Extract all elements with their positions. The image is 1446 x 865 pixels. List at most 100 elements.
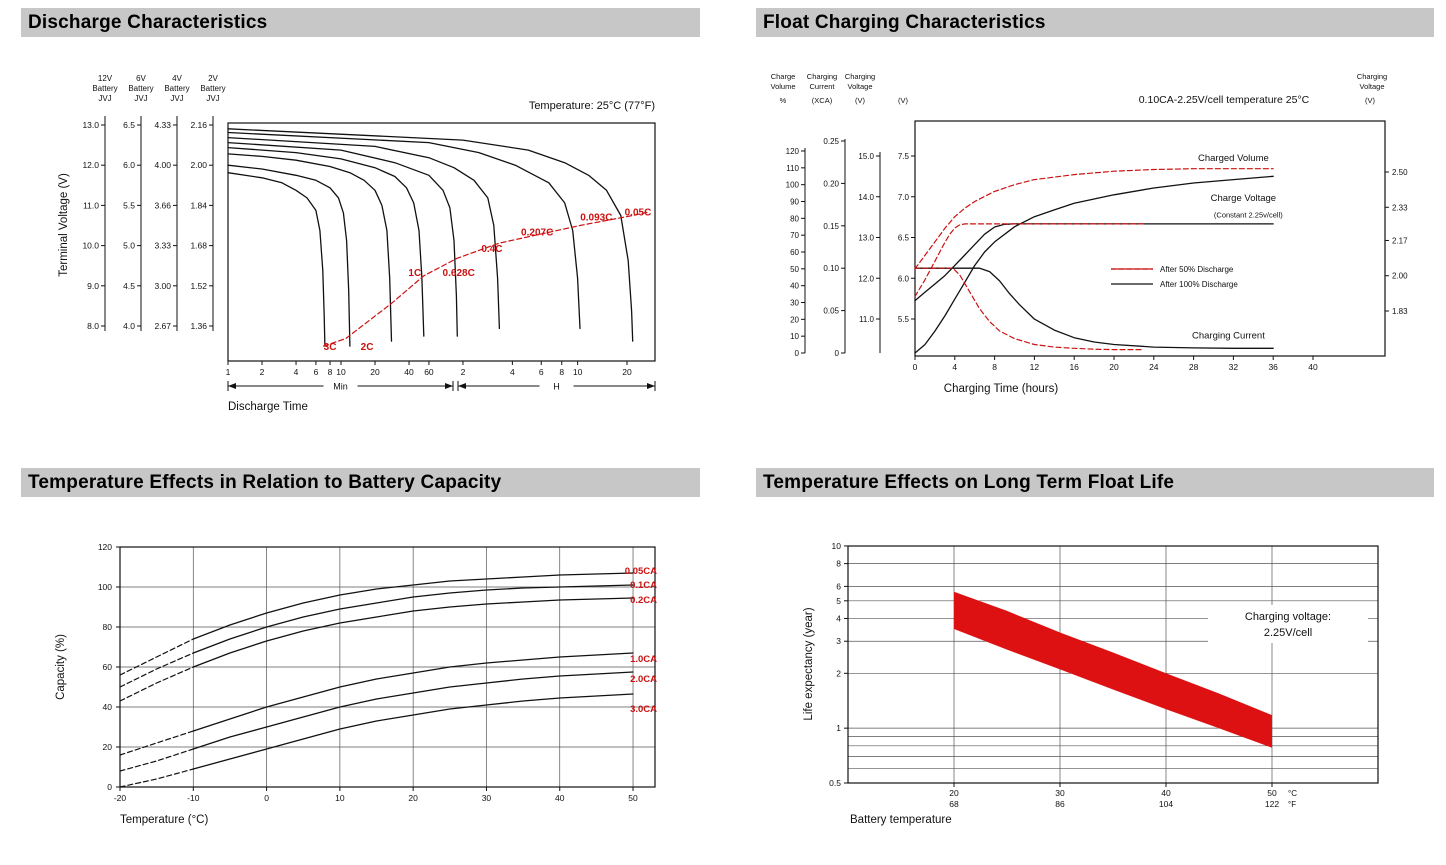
svg-text:Battery: Battery — [164, 84, 189, 93]
svg-text:4: 4 — [952, 362, 957, 372]
svg-text:4V: 4V — [172, 74, 182, 83]
svg-text:After 50% Discharge: After 50% Discharge — [1160, 265, 1234, 274]
svg-text:4: 4 — [836, 613, 841, 623]
svg-text:-20: -20 — [114, 793, 127, 803]
svg-text:80: 80 — [790, 214, 799, 223]
svg-text:Capacity (%): Capacity (%) — [55, 634, 67, 700]
svg-text:JVJ: JVJ — [206, 94, 219, 103]
svg-text:8.0: 8.0 — [87, 321, 99, 331]
svg-text:10: 10 — [336, 367, 346, 377]
svg-text:0.207C: 0.207C — [521, 228, 553, 239]
svg-text:60: 60 — [424, 367, 434, 377]
svg-text:10: 10 — [335, 793, 345, 803]
svg-text:40: 40 — [555, 793, 565, 803]
svg-text:Charging Current: Charging Current — [1192, 331, 1265, 342]
svg-text:50: 50 — [790, 265, 799, 274]
svg-text:5: 5 — [836, 596, 841, 606]
svg-text:(V): (V) — [1365, 96, 1376, 105]
temp-capacity-chart: -20 -10 0 10 20 30 40 50 0 20 40 60 80 100 120 Capacity… — [55, 542, 657, 826]
header-float-life: Temperature Effects on Long Term Float L… — [756, 468, 1434, 497]
svg-text:1.36: 1.36 — [190, 321, 207, 331]
svg-text:Battery: Battery — [92, 84, 117, 93]
svg-text:6.5: 6.5 — [123, 120, 135, 130]
svg-text:Charge Voltage: Charge Voltage — [1211, 193, 1277, 204]
section-title-float-life: Temperature Effects on Long Term Float L… — [763, 471, 1175, 493]
svg-text:32: 32 — [1229, 362, 1239, 372]
svg-text:2.16: 2.16 — [190, 120, 207, 130]
svg-text:1.68: 1.68 — [190, 241, 207, 251]
svg-text:0: 0 — [913, 362, 918, 372]
svg-text:60: 60 — [790, 248, 799, 257]
svg-text:7.5: 7.5 — [898, 152, 910, 161]
svg-text:0.05CA: 0.05CA — [625, 566, 657, 577]
section-title-temp-capacity: Temperature Effects in Relation to Batte… — [28, 471, 502, 493]
svg-text:6: 6 — [836, 581, 841, 591]
svg-text:1.0CA: 1.0CA — [630, 654, 657, 665]
svg-text:2.17: 2.17 — [1392, 236, 1408, 245]
svg-text:0.05C: 0.05C — [625, 207, 652, 218]
svg-text:40: 40 — [404, 367, 414, 377]
svg-text:4.33: 4.33 — [154, 120, 171, 130]
svg-text:40: 40 — [103, 702, 113, 712]
svg-text:10: 10 — [573, 367, 583, 377]
svg-text:4.00: 4.00 — [154, 160, 171, 170]
discharge-chart: 12VBatteryJVJ13.012.011.010.09.08.06VBat… — [58, 74, 656, 413]
svg-text:(V): (V) — [855, 96, 866, 105]
svg-text:0: 0 — [264, 793, 269, 803]
svg-text:14.0: 14.0 — [858, 193, 874, 202]
svg-text:-10: -10 — [187, 793, 200, 803]
svg-text:2: 2 — [461, 367, 466, 377]
svg-text:86: 86 — [1055, 799, 1065, 809]
svg-text:0.05: 0.05 — [823, 307, 839, 316]
svg-text:(V): (V) — [898, 96, 909, 105]
svg-text:0.15: 0.15 — [823, 222, 839, 231]
svg-text:Charging: Charging — [807, 72, 837, 81]
svg-text:30: 30 — [482, 793, 492, 803]
svg-text:0: 0 — [835, 349, 840, 358]
svg-text:122: 122 — [1265, 799, 1279, 809]
svg-text:104: 104 — [1159, 799, 1173, 809]
svg-text:2C: 2C — [361, 342, 374, 353]
svg-text:7.0: 7.0 — [898, 193, 910, 202]
svg-text:2.0CA: 2.0CA — [630, 674, 657, 685]
svg-text:Battery temperature: Battery temperature — [850, 814, 952, 826]
svg-text:0.10CA-2.25V/cell temperature: 0.10CA-2.25V/cell temperature 25°C — [1139, 94, 1310, 106]
svg-text:2.50: 2.50 — [1392, 168, 1408, 177]
svg-text:40: 40 — [790, 282, 799, 291]
svg-text:2.00: 2.00 — [190, 160, 207, 170]
svg-text:28: 28 — [1189, 362, 1199, 372]
svg-text:Charging voltage:: Charging voltage: — [1245, 611, 1331, 623]
svg-text:3.0CA: 3.0CA — [630, 704, 657, 715]
svg-text:0.4C: 0.4C — [481, 244, 502, 255]
svg-text:After 100% Discharge: After 100% Discharge — [1160, 280, 1238, 289]
svg-text:0.5: 0.5 — [829, 778, 841, 788]
svg-text:2V: 2V — [208, 74, 218, 83]
svg-text:20: 20 — [103, 742, 113, 752]
svg-text:8: 8 — [559, 367, 564, 377]
svg-text:4: 4 — [510, 367, 515, 377]
svg-text:8: 8 — [836, 559, 841, 569]
svg-text:16: 16 — [1069, 362, 1079, 372]
svg-text:11.0: 11.0 — [83, 200, 99, 210]
panel-float-life: Temperature Effects on Long Term Float L… — [756, 468, 1434, 841]
svg-text:110: 110 — [786, 164, 799, 173]
svg-text:40: 40 — [1308, 362, 1318, 372]
svg-text:Volume: Volume — [770, 82, 795, 91]
svg-text:0: 0 — [107, 782, 112, 792]
svg-text:°F: °F — [1288, 800, 1296, 809]
svg-text:3.00: 3.00 — [154, 281, 171, 291]
svg-text:6: 6 — [539, 367, 544, 377]
svg-text:Life expectancy (year): Life expectancy (year) — [803, 607, 815, 720]
svg-text:120: 120 — [98, 542, 112, 552]
svg-text:1: 1 — [226, 367, 231, 377]
svg-text:°C: °C — [1288, 789, 1297, 798]
header-float-charging: Float Charging Characteristics — [756, 8, 1434, 37]
svg-text:Charging: Charging — [845, 72, 875, 81]
svg-text:100: 100 — [98, 582, 112, 592]
svg-text:20: 20 — [949, 788, 959, 798]
svg-text:12V: 12V — [98, 74, 113, 83]
svg-text:H: H — [553, 382, 560, 392]
svg-text:5.5: 5.5 — [123, 200, 135, 210]
svg-text:3.66: 3.66 — [154, 200, 171, 210]
